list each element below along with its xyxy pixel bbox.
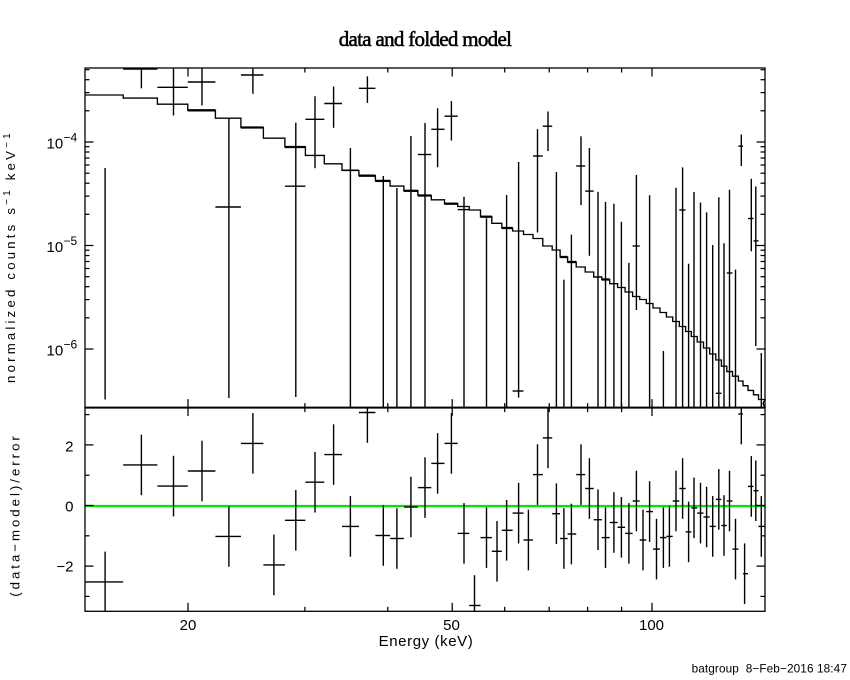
svg-text:−6: −6 — [64, 338, 78, 352]
svg-text:20: 20 — [180, 617, 197, 634]
svg-text:0: 0 — [65, 498, 73, 515]
svg-text:−5: −5 — [64, 234, 78, 248]
svg-text:data and folded model: data and folded model — [339, 27, 512, 51]
svg-text:2: 2 — [65, 439, 73, 456]
svg-text:normalized counts s−1 keV−1: normalized counts s−1 keV−1 — [2, 130, 18, 383]
svg-text:(data−model)/error: (data−model)/error — [8, 433, 23, 597]
svg-text:50: 50 — [443, 617, 460, 634]
svg-text:−4: −4 — [64, 131, 78, 145]
svg-text:10: 10 — [47, 343, 64, 360]
svg-text:Energy (keV): Energy (keV) — [379, 633, 474, 650]
svg-text:10: 10 — [47, 239, 64, 256]
svg-text:batgroup 8−Feb−2016 18:47: batgroup 8−Feb−2016 18:47 — [692, 662, 847, 676]
svg-text:−2: −2 — [56, 559, 73, 576]
svg-text:100: 100 — [639, 617, 664, 634]
svg-text:10: 10 — [47, 136, 64, 153]
